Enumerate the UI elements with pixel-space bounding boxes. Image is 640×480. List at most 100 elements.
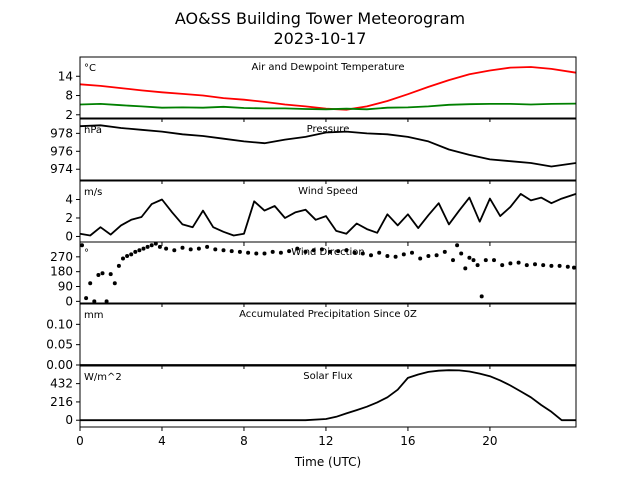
wind-direction-point (451, 258, 455, 263)
wind-direction-point (108, 272, 113, 277)
wind-direction-point (360, 251, 365, 256)
y-tick-label: 0.05 (46, 338, 73, 352)
y-tick-label: 0 (65, 413, 73, 427)
wind-direction-point (80, 243, 84, 248)
wind-direction-point (311, 248, 316, 253)
y-tick-label: 14 (58, 69, 73, 83)
wind-direction-point (88, 281, 93, 286)
x-tick-label: 4 (158, 434, 166, 448)
wind-direction-point (557, 263, 562, 268)
wind-direction-point (92, 299, 97, 304)
wind-direction-point (164, 246, 169, 251)
series-line-5-0 (80, 369, 576, 422)
x-tick-label: 20 (482, 434, 497, 448)
wind-direction-point (129, 252, 134, 257)
wind-direction-point (492, 258, 496, 263)
panel-title: Pressure (307, 124, 350, 135)
wind-direction-point (483, 258, 488, 263)
wind-direction-point (133, 249, 138, 254)
y-tick-label: 270 (50, 250, 73, 264)
wind-direction-point (137, 248, 142, 253)
wind-direction-point (121, 256, 125, 261)
y-tick-label: 180 (50, 265, 73, 279)
series-line-0-1 (79, 102, 577, 111)
y-tick-label: 216 (50, 395, 73, 409)
wind-direction-point (262, 251, 267, 256)
wind-direction-point (112, 281, 117, 286)
wind-direction-point (172, 248, 177, 253)
figure-title: AO&SS Building Tower Meteorogram (175, 9, 465, 28)
panel-unit: °C (84, 63, 96, 74)
panel-5: 0 216 432 W/m^2 Solar Flux (50, 365, 577, 431)
wind-direction-point (393, 254, 398, 259)
series-line-1-0 (79, 124, 577, 168)
panel-frame (79, 365, 577, 428)
y-tick-label: 0 (65, 229, 73, 243)
wind-direction-point (410, 250, 414, 255)
wind-direction-point (157, 244, 162, 249)
wind-direction-point (508, 261, 513, 266)
wind-direction-point (287, 249, 292, 254)
y-tick-label: 0.10 (46, 317, 73, 331)
panel-unit: m/s (84, 187, 102, 198)
wind-direction-point (196, 246, 201, 251)
y-tick-label: 2 (65, 211, 73, 225)
panel-unit: W/m^2 (84, 372, 122, 383)
wind-direction-point (352, 250, 357, 255)
x-tick-label: 16 (400, 434, 415, 448)
y-tick-label: 0 (65, 294, 73, 308)
wind-direction-point (141, 246, 146, 251)
wind-direction-point (205, 244, 210, 249)
wind-direction-point (96, 273, 101, 277)
wind-direction-point (442, 249, 447, 254)
wind-direction-point (246, 250, 251, 255)
x-axis-label: Time (UTC) (294, 455, 361, 469)
wind-direction-point (303, 249, 308, 254)
panel-unit: hPa (84, 125, 102, 136)
panel-unit: ° (84, 248, 89, 259)
wind-direction-point (180, 245, 185, 250)
wind-direction-point (467, 255, 472, 260)
wind-direction-point (565, 264, 570, 269)
panel-1: 974 976 978 hPa Pressure (50, 118, 577, 184)
wind-direction-point (572, 265, 576, 270)
wind-direction-point (188, 247, 193, 252)
wind-direction-point (336, 249, 341, 254)
panel-frame (79, 241, 577, 304)
y-tick-label: 2 (65, 108, 73, 122)
wind-direction-point (418, 256, 423, 261)
series-line-2-0 (79, 192, 577, 237)
x-tick-label: 0 (76, 434, 84, 448)
panel-title: Accumulated Precipitation Since 0Z (239, 309, 417, 320)
wind-direction-point (479, 294, 484, 299)
wind-direction-point (533, 262, 537, 267)
x-tick-label: 8 (240, 434, 248, 448)
y-tick-label: 432 (50, 377, 73, 391)
panel-frame (79, 56, 577, 119)
panel-title: Wind Direction (291, 247, 365, 258)
wind-direction-point (116, 263, 121, 268)
wind-direction-point (254, 251, 259, 256)
y-tick-label: 974 (50, 162, 73, 176)
wind-direction-point (237, 249, 242, 254)
figure-date: 2023-10-17 (274, 29, 367, 48)
wind-direction-point (344, 248, 349, 253)
wind-direction-point (125, 254, 130, 258)
panel-title: Solar Flux (303, 371, 353, 382)
wind-direction-point (463, 266, 468, 271)
wind-direction-point (295, 246, 300, 251)
panel-title: Air and Dewpoint Temperature (252, 62, 405, 73)
x-tick-label: 12 (318, 434, 333, 448)
wind-direction-point (229, 249, 234, 254)
wind-direction-point (377, 250, 382, 255)
panel-frame (79, 118, 577, 181)
wind-direction-point (475, 263, 480, 268)
panel-frame (79, 303, 577, 366)
wind-direction-point (100, 271, 105, 276)
wind-direction-point (516, 260, 521, 265)
wind-direction-point (328, 249, 332, 254)
wind-direction-point (549, 263, 554, 268)
y-tick-label: 8 (65, 89, 73, 103)
